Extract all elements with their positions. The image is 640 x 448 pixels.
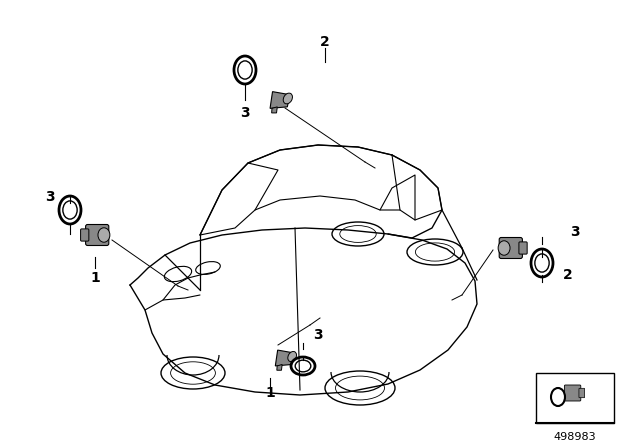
Ellipse shape [284,93,292,104]
Text: 2: 2 [320,35,330,49]
FancyBboxPatch shape [579,388,584,398]
FancyBboxPatch shape [519,242,527,254]
Polygon shape [271,107,277,113]
Text: 3: 3 [570,225,580,239]
Ellipse shape [288,352,296,362]
Text: 3: 3 [313,328,323,342]
Polygon shape [275,350,294,366]
Text: 498983: 498983 [554,432,596,442]
Text: 1: 1 [265,386,275,400]
FancyBboxPatch shape [81,229,89,241]
Text: 1: 1 [90,271,100,285]
Ellipse shape [98,228,110,242]
Polygon shape [277,365,282,370]
FancyBboxPatch shape [499,237,522,258]
Ellipse shape [498,241,510,255]
FancyBboxPatch shape [536,373,614,423]
Polygon shape [270,92,290,108]
Text: 3: 3 [240,106,250,120]
FancyBboxPatch shape [86,224,109,246]
Text: 3: 3 [45,190,55,204]
Text: 2: 2 [563,268,573,282]
FancyBboxPatch shape [564,385,581,401]
